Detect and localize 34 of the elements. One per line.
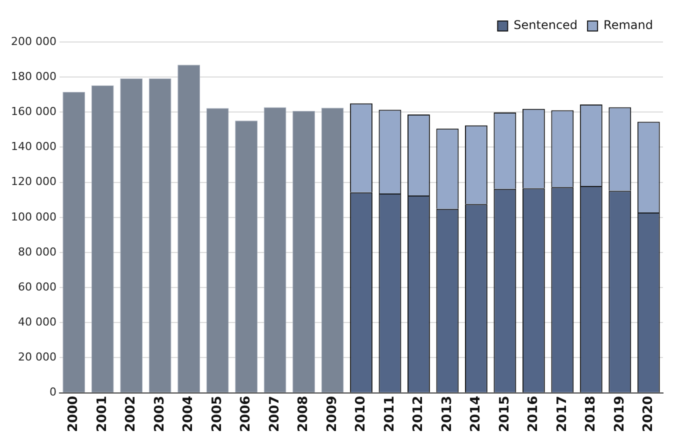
x-tick-label: 2012	[411, 396, 426, 432]
y-tick-label: 120 000	[10, 175, 56, 188]
y-tick-label: 160 000	[10, 105, 56, 118]
x-tick-label: 2004	[181, 396, 196, 432]
x-tick-label: 2010	[354, 396, 369, 432]
x-tick-label: 2014	[468, 396, 484, 432]
y-tick-label: 80 000	[18, 245, 56, 258]
x-tick-label: 2001	[94, 396, 110, 432]
x-tick-label: 2013	[440, 396, 455, 432]
x-tick-label: 2000	[66, 396, 82, 432]
x-tick-label: 2020	[641, 396, 656, 432]
x-tick-label: 2003	[152, 396, 168, 432]
y-tick-label: 200 000	[10, 34, 56, 48]
x-tick-label: 2016	[526, 396, 542, 432]
y-tick-label: 40 000	[18, 316, 56, 329]
x-tick-label: 2008	[296, 396, 312, 432]
x-tick-label: 2006	[238, 396, 254, 432]
x-tick-label: 2009	[324, 396, 340, 432]
y-tick-label: 140 000	[10, 140, 56, 154]
y-tick-label: 60 000	[18, 280, 56, 294]
x-tick-label: 2005	[210, 396, 225, 432]
y-tick-label: 180 000	[10, 70, 56, 83]
y-tick-label: 20 000	[18, 350, 56, 364]
y-tick-label: 0	[49, 386, 56, 399]
x-tick-label: 2011	[382, 396, 398, 432]
x-tick-label: 2018	[584, 396, 599, 432]
x-tick-label: 2015	[497, 396, 512, 432]
y-tick-label: 100 000	[10, 210, 56, 224]
legend-label: Sentenced	[514, 18, 578, 32]
x-tick-label: 2019	[612, 396, 628, 432]
x-tick-label: 2007	[267, 396, 282, 432]
x-tick-label: 2002	[124, 396, 139, 432]
legend-label: Remand	[604, 18, 654, 32]
x-tick-label: 2017	[554, 396, 570, 432]
